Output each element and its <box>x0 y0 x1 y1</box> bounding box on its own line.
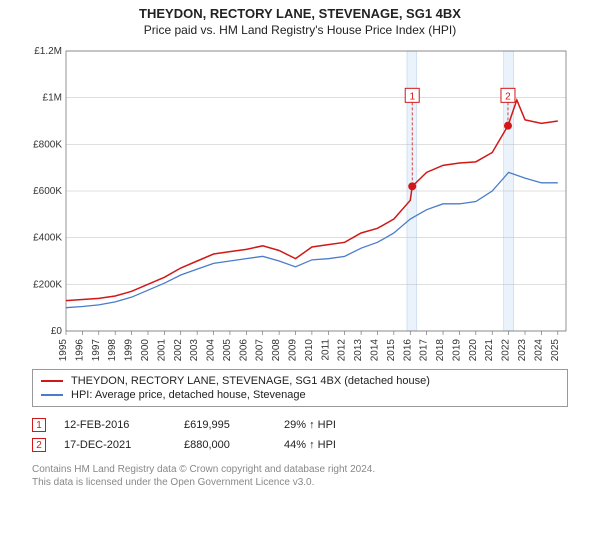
svg-text:£0: £0 <box>51 326 63 337</box>
chart-subtitle: Price paid vs. HM Land Registry's House … <box>0 21 600 43</box>
legend-label: HPI: Average price, detached house, Stev… <box>71 389 306 401</box>
svg-text:2008: 2008 <box>271 339 282 362</box>
svg-text:1998: 1998 <box>107 339 118 362</box>
svg-text:£600K: £600K <box>33 186 62 197</box>
attribution-footer: Contains HM Land Registry data © Crown c… <box>32 463 568 489</box>
svg-text:2007: 2007 <box>255 339 266 362</box>
svg-text:2002: 2002 <box>173 339 184 362</box>
sale-row: 1 12-FEB-2016£619,99529% ↑ HPI <box>32 415 568 435</box>
footer-line: Contains HM Land Registry data © Crown c… <box>32 463 568 476</box>
svg-text:2000: 2000 <box>140 339 151 362</box>
svg-text:£200K: £200K <box>33 279 62 290</box>
sale-marker: 1 <box>32 418 46 432</box>
chart-title: THEYDON, RECTORY LANE, STEVENAGE, SG1 4B… <box>0 0 600 21</box>
svg-text:1999: 1999 <box>124 339 135 362</box>
svg-text:2019: 2019 <box>451 339 462 362</box>
sale-date: 17-DEC-2021 <box>64 439 184 451</box>
svg-text:2: 2 <box>505 91 511 102</box>
svg-text:2004: 2004 <box>206 339 217 362</box>
sale-hpi: 44% ↑ HPI <box>284 439 374 451</box>
svg-text:£400K: £400K <box>33 233 62 244</box>
sale-date: 12-FEB-2016 <box>64 419 184 431</box>
svg-text:2015: 2015 <box>386 339 397 362</box>
footer-line: This data is licensed under the Open Gov… <box>32 476 568 489</box>
svg-text:1996: 1996 <box>74 339 85 362</box>
svg-text:2022: 2022 <box>501 339 512 362</box>
svg-text:2017: 2017 <box>419 339 430 362</box>
svg-text:£1M: £1M <box>43 93 62 104</box>
legend-item: THEYDON, RECTORY LANE, STEVENAGE, SG1 4B… <box>41 374 559 388</box>
legend: THEYDON, RECTORY LANE, STEVENAGE, SG1 4B… <box>32 369 568 407</box>
svg-text:2005: 2005 <box>222 339 233 362</box>
legend-label: THEYDON, RECTORY LANE, STEVENAGE, SG1 4B… <box>71 375 430 387</box>
sale-hpi: 29% ↑ HPI <box>284 419 374 431</box>
sales-table: 1 12-FEB-2016£619,99529% ↑ HPI 2 17-DEC-202… <box>32 415 568 455</box>
legend-item: HPI: Average price, detached house, Stev… <box>41 388 559 402</box>
sale-price: £880,000 <box>184 439 284 451</box>
svg-text:2010: 2010 <box>304 339 315 362</box>
sale-marker: 2 <box>32 438 46 452</box>
svg-text:2001: 2001 <box>156 339 167 362</box>
svg-text:2020: 2020 <box>468 339 479 362</box>
svg-text:1995: 1995 <box>58 339 69 362</box>
svg-text:2024: 2024 <box>533 339 544 362</box>
svg-text:2021: 2021 <box>484 339 495 362</box>
svg-text:2016: 2016 <box>402 339 413 362</box>
svg-text:2023: 2023 <box>517 339 528 362</box>
svg-text:2018: 2018 <box>435 339 446 362</box>
svg-text:2025: 2025 <box>550 339 561 362</box>
sale-row: 2 17-DEC-2021£880,00044% ↑ HPI <box>32 435 568 455</box>
sale-price: £619,995 <box>184 419 284 431</box>
svg-text:2003: 2003 <box>189 339 200 362</box>
svg-text:2012: 2012 <box>337 339 348 362</box>
svg-text:1: 1 <box>409 91 415 102</box>
svg-text:£1.2M: £1.2M <box>34 46 62 57</box>
svg-text:2011: 2011 <box>320 339 331 361</box>
legend-swatch <box>41 380 63 382</box>
legend-swatch <box>41 394 63 396</box>
svg-text:£800K: £800K <box>33 139 62 150</box>
svg-text:2006: 2006 <box>238 339 249 362</box>
svg-text:2009: 2009 <box>288 339 299 362</box>
svg-text:1997: 1997 <box>91 339 102 362</box>
svg-text:2014: 2014 <box>369 339 380 362</box>
price-vs-hpi-chart: £0 £200K £400K £600K £800K £1M £1.2M 1995 1996 19… <box>20 43 580 363</box>
svg-text:2013: 2013 <box>353 339 364 362</box>
